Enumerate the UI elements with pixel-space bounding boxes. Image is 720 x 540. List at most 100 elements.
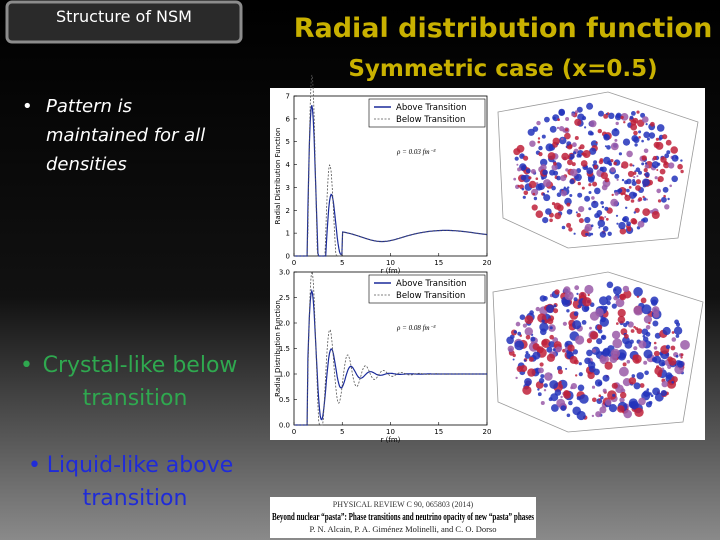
particle <box>637 220 645 228</box>
particle <box>549 380 559 389</box>
particle <box>618 152 623 156</box>
particle <box>601 205 605 209</box>
particle <box>611 193 614 197</box>
simulation-images <box>492 91 704 433</box>
particle <box>632 179 636 182</box>
citation-box <box>270 497 536 538</box>
particle <box>653 341 657 345</box>
particle <box>564 291 574 301</box>
particle <box>584 216 591 224</box>
particle <box>591 385 596 389</box>
particle <box>636 110 640 114</box>
particle <box>607 231 612 236</box>
cube-outline <box>497 91 699 249</box>
particle <box>680 169 684 174</box>
particle <box>619 366 629 377</box>
particle <box>604 216 607 218</box>
particle <box>588 183 592 187</box>
particle <box>610 198 619 207</box>
particle <box>648 400 653 405</box>
particle <box>547 318 554 325</box>
particle <box>642 195 645 199</box>
particle <box>658 359 666 367</box>
particle <box>541 134 546 139</box>
particle <box>646 137 650 141</box>
particle <box>675 322 681 327</box>
particle <box>590 224 594 227</box>
y-tick-label: 7 <box>286 93 290 101</box>
particle <box>655 137 660 141</box>
particle <box>635 185 641 191</box>
particle <box>629 339 634 344</box>
particle <box>643 168 648 173</box>
citation-journal: PHYSICAL REVIEW C 90, 065803 (2014) <box>333 500 474 509</box>
particle <box>531 204 538 211</box>
y-tick-label: 0.5 <box>279 396 290 404</box>
particle <box>611 128 620 137</box>
particle <box>620 391 627 399</box>
particle <box>630 329 635 333</box>
particle <box>633 136 640 144</box>
x-tick-label: 20 <box>483 259 492 267</box>
particle <box>515 321 521 327</box>
particle <box>622 138 631 146</box>
particle <box>560 175 567 182</box>
particle <box>599 354 607 362</box>
particle <box>595 411 602 418</box>
particle <box>610 348 621 359</box>
particle <box>651 306 660 314</box>
particle <box>513 177 517 181</box>
particle <box>622 336 630 345</box>
y-tick-label: 1.5 <box>279 345 290 353</box>
particle <box>655 141 664 150</box>
y-axis-label: Radial Distribution Function <box>274 300 282 397</box>
particle <box>538 152 543 157</box>
particle <box>640 297 647 304</box>
particle <box>638 397 646 406</box>
particle <box>558 136 567 145</box>
particle <box>573 232 576 235</box>
particle <box>539 295 547 302</box>
particle <box>514 340 525 351</box>
x-tick-label: 10 <box>386 428 395 436</box>
particle <box>622 285 630 293</box>
particle <box>605 112 608 115</box>
particle <box>566 202 571 207</box>
particle <box>619 293 627 301</box>
particle <box>664 153 670 159</box>
particle <box>578 218 584 224</box>
particle <box>565 128 569 132</box>
particle <box>662 326 671 336</box>
particle <box>653 346 658 350</box>
particle <box>584 195 591 202</box>
legend-box <box>368 274 486 304</box>
particle <box>545 208 552 215</box>
particle <box>675 354 679 358</box>
y-tick-label: 6 <box>286 115 291 123</box>
particle <box>557 369 563 375</box>
particle <box>633 287 643 297</box>
particle <box>675 334 680 338</box>
particle <box>636 295 640 298</box>
particle <box>626 188 630 193</box>
tab-label: Structure of NSM <box>56 7 192 26</box>
particle <box>630 400 639 410</box>
particle <box>572 320 582 330</box>
y-tick-label: 1 <box>286 230 290 238</box>
particle <box>581 320 587 325</box>
particle <box>650 394 654 398</box>
particle <box>601 184 608 191</box>
particle <box>612 393 616 397</box>
particle <box>677 163 683 170</box>
particle <box>620 192 624 196</box>
particle <box>544 372 553 381</box>
particle <box>527 128 535 136</box>
y-tick-label: 2.5 <box>279 294 290 302</box>
particle <box>664 204 670 210</box>
particle <box>610 167 616 173</box>
particle <box>524 327 533 336</box>
particle <box>602 388 607 393</box>
particle <box>575 211 578 214</box>
particle <box>627 170 635 178</box>
particle <box>642 208 651 217</box>
